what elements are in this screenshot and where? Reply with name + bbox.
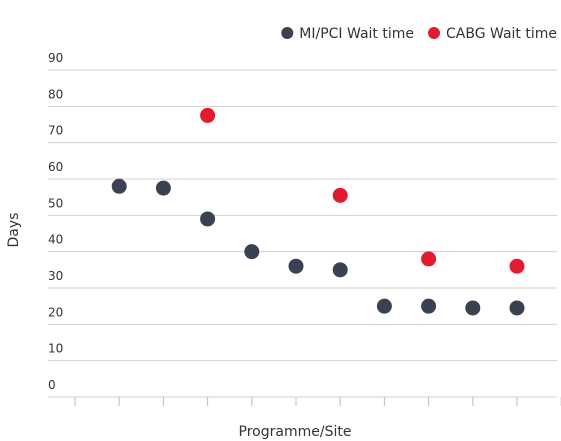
y-tick-label: 40 xyxy=(48,233,63,247)
y-tick-label: 10 xyxy=(48,342,63,356)
y-tick-label: 60 xyxy=(48,160,63,174)
legend-label: MI/PCI Wait time xyxy=(299,26,414,42)
legend-label: CABG Wait time xyxy=(446,26,557,42)
x-axis-label: Programme/Site xyxy=(239,424,352,440)
dot xyxy=(155,180,171,196)
legend-marker xyxy=(428,27,440,39)
dot xyxy=(332,187,348,203)
dot xyxy=(244,244,260,260)
dot xyxy=(465,300,481,316)
dot xyxy=(200,107,216,123)
y-tick-label: 70 xyxy=(48,124,63,138)
dot xyxy=(509,258,525,274)
y-tick-label: 0 xyxy=(48,378,56,392)
dot xyxy=(421,298,437,314)
dot xyxy=(111,178,127,194)
legend-marker xyxy=(281,27,294,39)
y-tick-label: 80 xyxy=(48,87,63,101)
y-tick-label: 20 xyxy=(48,305,63,319)
y-tick-label: 90 xyxy=(48,51,63,65)
dot xyxy=(200,211,216,227)
y-axis-label: Days xyxy=(6,213,22,248)
dot xyxy=(376,298,392,314)
y-tick-label: 50 xyxy=(48,196,63,210)
dot xyxy=(288,258,304,274)
y-tick-label: 30 xyxy=(48,269,63,283)
dot xyxy=(332,262,348,278)
dot xyxy=(509,300,525,316)
dot xyxy=(421,251,437,267)
